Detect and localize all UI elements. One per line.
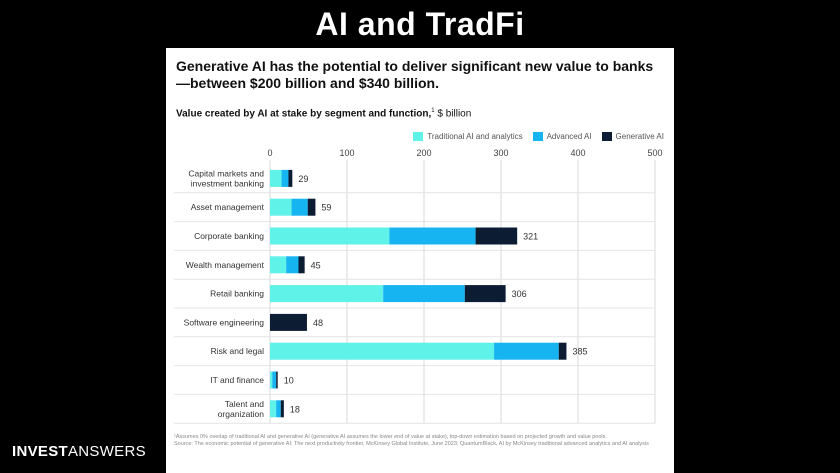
subtitle-footnote-mark: 1 — [431, 108, 435, 114]
category-label: Risk and legal — [211, 346, 265, 356]
bar-segment-advanced — [383, 285, 465, 303]
bar-segment-advanced — [286, 256, 299, 274]
legend-item-generative: Generative AI — [601, 132, 664, 141]
chart-footnote: ¹Assumes 0% overlap of traditional AI an… — [174, 434, 664, 448]
bar-segment-traditional — [270, 256, 287, 274]
bar-segment-generative — [475, 227, 518, 245]
bar-segment-generative — [288, 169, 293, 187]
bar-segment-advanced — [389, 227, 476, 245]
brand-regular: ANSWERS — [67, 443, 146, 460]
x-tick-label: 400 — [570, 148, 585, 158]
legend-item-advanced: Advanced AI — [532, 132, 592, 141]
bar-segment-generative — [298, 256, 305, 274]
bar-segment-traditional — [270, 169, 282, 187]
category-label: Retail banking — [210, 289, 264, 299]
bar-segment-generative — [270, 313, 307, 331]
bar-segment-generative — [558, 342, 567, 360]
stacked-bar-chart: 0 100 200 300 400 500 Capital markets and inves… — [174, 148, 663, 424]
total-value-label: 45 — [311, 260, 321, 270]
category-label: Corporate banking — [194, 231, 264, 241]
category-label: Asset management — [191, 202, 265, 212]
bar-segment-traditional — [270, 371, 273, 389]
category-label: Capital markets and investment banking — [188, 168, 264, 188]
legend-swatch-traditional — [413, 132, 424, 141]
bar-segment-generative — [307, 198, 316, 216]
total-value-label: 18 — [290, 404, 300, 414]
bar-segment-advanced — [276, 400, 281, 418]
total-value-label: 306 — [512, 289, 527, 299]
bar-segment-traditional — [270, 227, 390, 245]
bar-segment-traditional — [270, 198, 292, 216]
chart-legend: Traditional AI and analytics Advanced AI… — [413, 132, 664, 141]
legend-label-generative: Generative AI — [615, 132, 664, 141]
footnote-source: Source: The economic potential of genera… — [174, 441, 649, 447]
bar-segment-traditional — [270, 285, 384, 303]
x-tick-label: 500 — [647, 148, 662, 158]
legend-swatch-generative — [601, 132, 612, 141]
subtitle-unit: $ billion — [434, 108, 472, 120]
bar-segment-traditional — [270, 342, 495, 360]
legend-swatch-advanced — [532, 132, 543, 141]
total-value-label: 48 — [313, 318, 323, 328]
x-tick-label: 200 — [416, 148, 431, 158]
chart-headline: Generative AI has the potential to deliv… — [176, 58, 654, 91]
bar-segment-advanced — [281, 169, 289, 187]
total-value-label: 29 — [298, 174, 308, 184]
category-label: Wealth management — [186, 260, 265, 270]
x-tick-label: 0 — [267, 148, 272, 158]
bar-segment-generative — [280, 400, 284, 418]
total-value-label: 59 — [321, 203, 331, 213]
bar-segment-generative — [276, 371, 278, 389]
brand-logo: INVESTANSWERS — [12, 443, 146, 460]
total-value-label: 385 — [572, 347, 587, 357]
bar-segment-advanced — [494, 342, 559, 360]
brand-bold: INVEST — [12, 443, 68, 460]
legend-item-traditional: Traditional AI and analytics — [413, 132, 523, 141]
slide-title: AI and TradFi — [315, 6, 525, 42]
x-tick-label: 100 — [339, 148, 354, 158]
legend-label-traditional: Traditional AI and analytics — [427, 132, 523, 141]
category-label: IT and finance — [210, 375, 264, 385]
bar-segment-advanced — [272, 371, 277, 389]
bar-segment-generative — [464, 285, 506, 303]
legend-label-advanced: Advanced AI — [546, 132, 592, 141]
footnote-assumption: ¹Assumes 0% overlap of traditional AI an… — [174, 434, 607, 440]
x-tick-label: 300 — [493, 148, 508, 158]
bar-segment-traditional — [270, 400, 277, 418]
chart-panel: Generative AI has the potential to deliv… — [166, 48, 674, 473]
bar-segment-advanced — [291, 198, 308, 216]
category-label: Software engineering — [184, 317, 265, 327]
chart-subtitle: Value created by AI at stake by segment … — [176, 108, 471, 119]
total-value-label: 321 — [523, 232, 538, 242]
category-label: Talent and organization — [218, 399, 265, 419]
total-value-label: 10 — [284, 376, 294, 386]
subtitle-text: Value created by AI at stake by segment … — [176, 108, 432, 120]
